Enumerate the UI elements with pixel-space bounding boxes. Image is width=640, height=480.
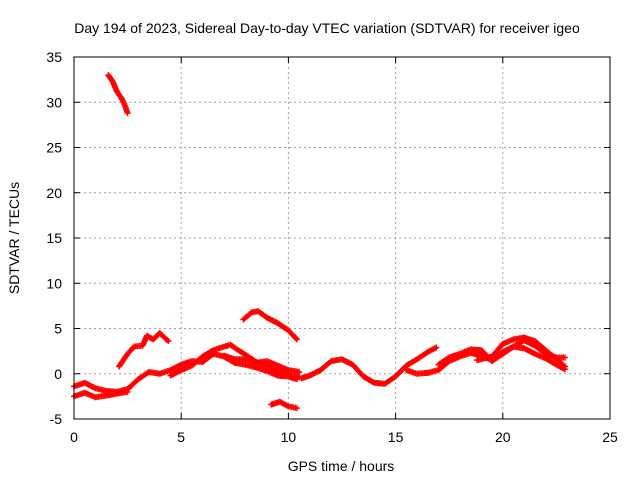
y-tick-label: 25 — [46, 140, 62, 156]
y-tick-label: 35 — [46, 49, 62, 65]
y-tick-label: 0 — [54, 366, 62, 382]
y-axis-label: SDTVAR / TECUs — [6, 182, 22, 294]
data-point — [165, 338, 172, 345]
data-series-arc-12 — [474, 334, 568, 370]
data-point — [124, 388, 131, 395]
x-tick-label: 20 — [495, 429, 511, 445]
data-point — [296, 368, 303, 375]
x-tick-label: 5 — [177, 429, 185, 445]
data-points — [71, 72, 568, 412]
y-tick-label: 20 — [46, 185, 62, 201]
y-tick-label: -5 — [50, 411, 63, 427]
data-point — [293, 405, 300, 412]
data-series-arc-8 — [268, 398, 300, 412]
y-tick-label: 30 — [46, 94, 62, 110]
data-point — [293, 336, 300, 343]
x-tick-label: 0 — [70, 429, 78, 445]
x-tick-label: 10 — [281, 429, 297, 445]
chart-title: Day 194 of 2023, Sidereal Day-to-day VTE… — [74, 20, 580, 36]
grid — [74, 57, 610, 419]
data-series-arc-1 — [105, 72, 131, 117]
data-series-arc-3 — [71, 388, 131, 401]
y-tick-label: 15 — [46, 230, 62, 246]
data-point — [561, 363, 568, 370]
data-point — [164, 337, 171, 344]
x-axis-label: GPS time / hours — [288, 458, 395, 474]
data-series-arc-2 — [71, 350, 300, 395]
data-series-arc-6 — [221, 352, 303, 375]
data-series-arc-9 — [298, 344, 440, 387]
data-point — [561, 354, 568, 361]
data-series-arc-7 — [240, 308, 300, 343]
y-tick-label: 10 — [46, 275, 62, 291]
x-tick-label: 25 — [602, 429, 618, 445]
data-series-arc-4 — [116, 330, 172, 370]
data-point — [560, 362, 567, 369]
data-point — [292, 335, 299, 342]
data-point — [124, 110, 131, 117]
x-tick-label: 15 — [388, 429, 404, 445]
y-tick-label: 5 — [54, 321, 62, 337]
data-point — [433, 344, 440, 351]
axis-ticks: 0 5 10 15 20 25 -5 0 5 10 15 20 25 30 35 — [46, 49, 618, 445]
